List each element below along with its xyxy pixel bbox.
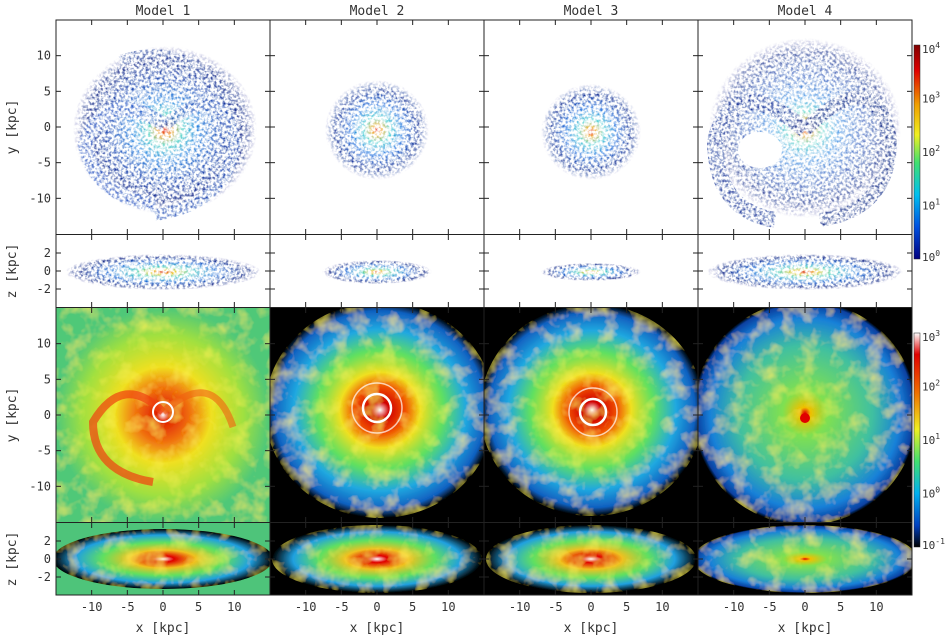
axis-ticks: -10 -5 0 5 10 -10 -5 0 5 10 -10 -5 0 5 10 -10 -5 0 5 10 10 5 0…	[29, 20, 912, 614]
x-tick-label: 0	[373, 600, 380, 614]
panel-borders	[55, 19, 913, 596]
ylabel-gas-faceon: y [kpc]	[5, 388, 20, 443]
panel-titles: Model 1 Model 2 Model 3 Model 4	[136, 4, 833, 19]
colorbar-tick-label: 102	[922, 144, 940, 159]
x-tick-label: 5	[409, 600, 416, 614]
x-tick-label: 5	[837, 600, 844, 614]
x-tick-label: -10	[723, 600, 745, 614]
y-tick-label: 0	[44, 120, 51, 134]
x-tick-label: 0	[801, 600, 808, 614]
x-tick-label: 10	[869, 600, 883, 614]
y-tick-label: -10	[29, 479, 51, 493]
x-tick-label: 5	[195, 600, 202, 614]
z-tick-label: 2	[44, 246, 51, 260]
z-tick-label: 0	[44, 552, 51, 566]
z-tick-label: 0	[44, 264, 51, 278]
x-tick-label: 10	[441, 600, 455, 614]
xlabel-model-4: x [kpc]	[778, 621, 833, 636]
ylabel-stars-faceon: y [kpc]	[5, 100, 20, 155]
x-tick-label: -10	[81, 600, 103, 614]
row-gas-edgeon	[56, 523, 912, 595]
x-tick-label: -5	[548, 600, 562, 614]
y-tick-label: 10	[37, 49, 51, 63]
colorbar-tick-label: 10-1	[922, 537, 945, 552]
colorbar-tick-label: 101	[922, 198, 940, 213]
xlabel-model-2: x [kpc]	[350, 621, 405, 636]
colorbar-labels: 104 103 102 101 100 103 102 101 100 10-1	[922, 41, 945, 552]
title-model-3: Model 3	[564, 4, 619, 19]
z-tick-label: -2	[37, 570, 51, 584]
z-tick-label: -2	[37, 282, 51, 296]
colorbar-tick-label: 100	[922, 249, 940, 264]
colorbar-tick-label: 104	[922, 41, 940, 56]
x-tick-label: -5	[120, 600, 134, 614]
y-tick-label: -10	[29, 191, 51, 205]
x-tick-label: 0	[587, 600, 594, 614]
ylabel-stars-edgeon: z [kpc]	[5, 244, 20, 299]
y-tick-label: 0	[44, 408, 51, 422]
colorbar-gas	[913, 332, 921, 548]
colorbar-tick-label: 100	[922, 486, 940, 501]
row-gas-faceon	[56, 308, 912, 522]
row-stars-faceon	[56, 20, 912, 234]
colorbar-tick-label: 103	[922, 329, 940, 344]
row-stars-edgeon	[56, 235, 912, 307]
x-tick-label: -5	[762, 600, 776, 614]
x-tick-label: 0	[159, 600, 166, 614]
y-tick-label: 5	[44, 372, 51, 386]
title-model-4: Model 4	[778, 4, 833, 19]
title-model-1: Model 1	[136, 4, 191, 19]
x-tick-label: -10	[295, 600, 317, 614]
y-tick-label: -5	[37, 444, 51, 458]
x-tick-label: 10	[227, 600, 241, 614]
xlabel-model-3: x [kpc]	[564, 621, 619, 636]
x-tick-label: 10	[655, 600, 669, 614]
colorbar-tick-label: 102	[922, 379, 940, 394]
x-tick-label: -5	[334, 600, 348, 614]
colorbar-stars	[913, 44, 921, 260]
y-tick-label: 5	[44, 84, 51, 98]
colorbar-tick-label: 103	[922, 91, 940, 106]
colorbar-tick-label: 101	[922, 432, 940, 447]
x-tick-label: -10	[509, 600, 531, 614]
y-tick-label: -5	[37, 156, 51, 170]
z-tick-label: 2	[44, 534, 51, 548]
ylabel-gas-edgeon: z [kpc]	[5, 532, 20, 587]
title-model-2: Model 2	[350, 4, 405, 19]
y-tick-label: 10	[37, 337, 51, 351]
x-tick-label: 5	[623, 600, 630, 614]
xlabel-model-1: x [kpc]	[136, 621, 191, 636]
